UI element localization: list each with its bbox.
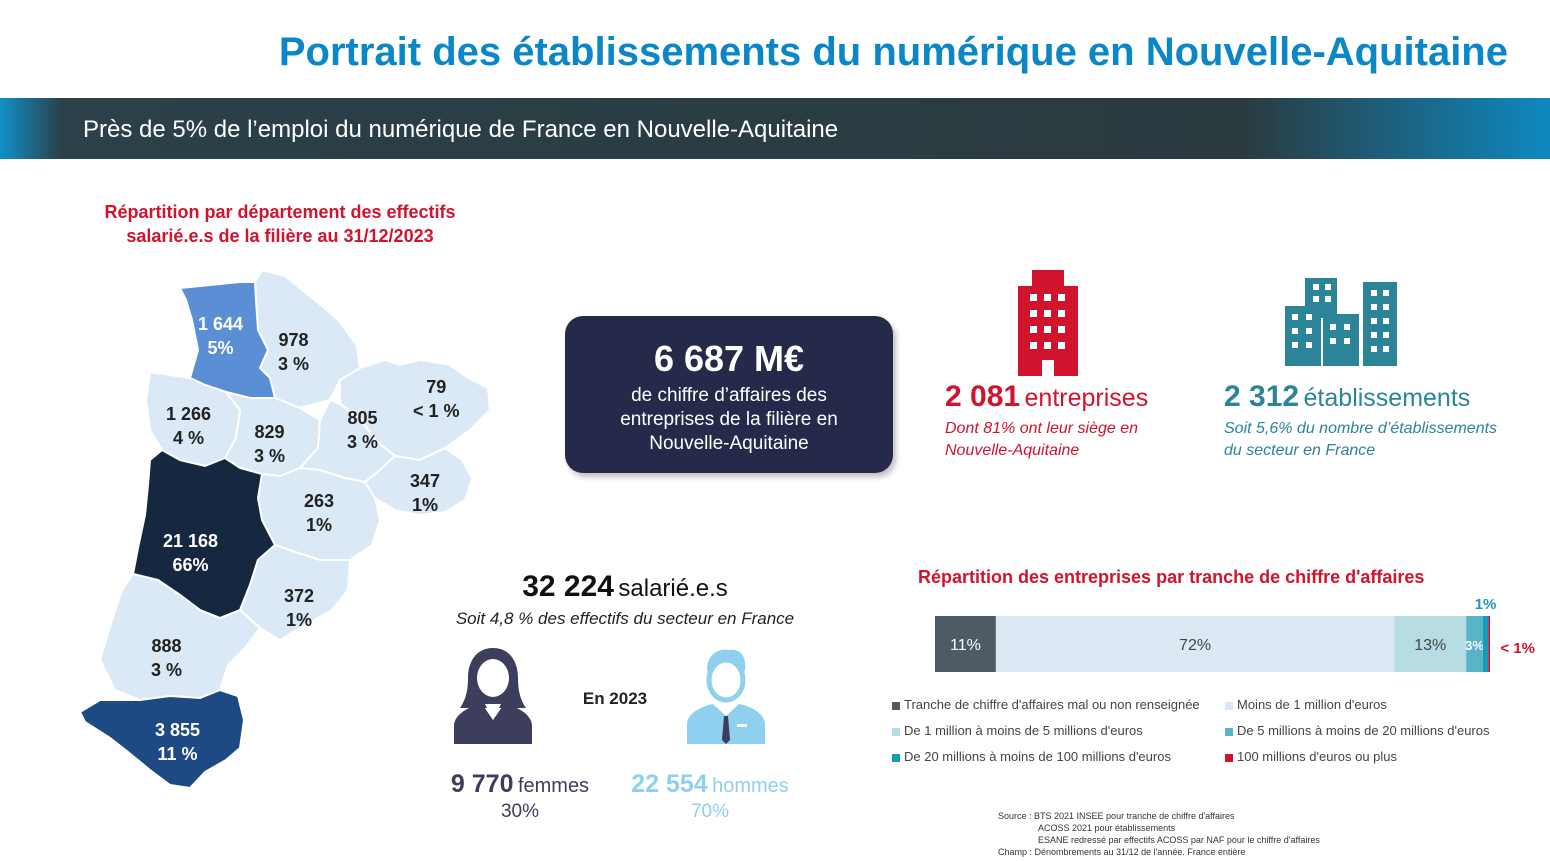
men-value: 22 554: [631, 770, 708, 798]
source-line1: Source : BTS 2021 INSEE pour tranche de …: [998, 811, 1235, 821]
bar-label-5: 1%: [1475, 596, 1497, 613]
bar-segment-6: [1488, 616, 1490, 672]
companies-unit: entreprises: [1024, 384, 1149, 412]
companies-sub-line1: Dont 81% ont leur siège en: [945, 420, 1139, 437]
revenue-value: 6 687 M€: [653, 338, 805, 379]
map-label-10: 372 1%: [284, 586, 315, 630]
legend-label-6: 100 millions d'euros ou plus: [1237, 749, 1398, 764]
source-note: Source : BTS 2021 INSEE pour tranche de …: [998, 810, 1320, 858]
legend-swatch-2: [1225, 701, 1233, 710]
source-line3: ESANE redressé par effectifs ACOSS par N…: [1038, 835, 1320, 845]
company-building-icon: [1018, 270, 1078, 376]
source-line4: Champ : Dénombrements au 31/12 de l'anné…: [998, 847, 1246, 857]
bar-segment-5: [1482, 616, 1489, 672]
employees-subtitle: Soit 4,8 % des effectifs du secteur en F…: [455, 609, 795, 628]
map-dept-64: [78, 688, 246, 790]
map-title-line1: Répartition par département des effectif…: [104, 202, 456, 222]
establishments-buildings-icon: [1285, 278, 1397, 366]
employees-headline: 32 224 salarié.e.s: [430, 570, 820, 604]
map-label-4: 1 266 4 %: [166, 404, 212, 448]
chart-title: Répartition des entreprises par tranche …: [918, 567, 1425, 587]
map-label-2: 978 3 %: [278, 330, 310, 374]
map-title-line2: salarié.e.s de la filière au 31/12/2023: [126, 226, 434, 246]
women-pct: 30%: [500, 801, 540, 822]
legend-label-2: Moins de 1 million d'euros: [1237, 697, 1387, 712]
bar-segment-4: [1466, 616, 1483, 672]
source-line2: ACOSS 2021 pour établissements: [1038, 823, 1176, 833]
bar-label-1: 11%: [950, 637, 981, 654]
establishments-unit: établissements: [1303, 384, 1471, 412]
legend-swatch-4: [1225, 727, 1233, 736]
page-subtitle: Près de 5% de l’emploi du numérique de F…: [83, 116, 839, 143]
legend-swatch-3: [892, 727, 900, 736]
bar-segment-3: [1394, 616, 1467, 672]
employees-value: 32 224: [522, 570, 614, 603]
page-title: Portrait des établissements du numérique…: [278, 30, 1508, 74]
women-unit: femmes: [517, 775, 590, 797]
legend-item-4: De 5 millions à moins de 20 millions d'e…: [1225, 723, 1489, 738]
women-stat: 9 770 femmes 30%: [420, 770, 620, 823]
bar-label-4: 3%: [1465, 638, 1484, 653]
legend-label-3: De 1 million à moins de 5 millions d'eur…: [904, 723, 1143, 738]
bar-segment-1: [935, 616, 996, 672]
map-label-7: 347 1%: [410, 471, 441, 515]
companies-sub-line2: Nouvelle-Aquitaine: [945, 442, 1080, 459]
bar-label-6: < 1%: [1500, 640, 1535, 657]
legend-swatch-6: [1225, 753, 1233, 762]
legend-swatch-5: [892, 753, 900, 762]
year-label: En 2023: [582, 689, 648, 708]
companies-stat: 2 081 entreprises Dont 81% ont leur sièg…: [945, 380, 1148, 462]
map-title: Répartition par département des effectif…: [60, 200, 500, 248]
men-pct: 70%: [690, 801, 730, 822]
map-label-9: 21 168 66%: [163, 531, 219, 575]
legend-label-4: De 5 millions à moins de 20 millions d'e…: [1237, 723, 1490, 738]
bar-label-2: 72%: [1179, 637, 1211, 654]
map-label-8: 263 1%: [304, 491, 335, 535]
map-label-3: 79 < 1 %: [413, 377, 460, 421]
establishments-stat: 2 312 établissements Soit 5,6% du nombre…: [1224, 380, 1497, 462]
revenue-box: 6 687 M€ de chiffre d’affaires des entre…: [565, 316, 893, 473]
map-label-12: 3 855 11 %: [155, 720, 201, 764]
bar-label-3: 13%: [1414, 637, 1446, 654]
legend-item-6: 100 millions d'euros ou plus: [1225, 749, 1397, 764]
man-icon: [687, 649, 765, 744]
legend-item-1: Tranche de chiffre d'affaires mal ou non…: [892, 697, 1200, 712]
woman-icon: [454, 648, 532, 744]
map-dept-47: [238, 543, 352, 642]
map-label-11: 888 3 %: [151, 636, 183, 680]
legend-swatch-1: [892, 701, 900, 710]
men-unit: hommes: [712, 775, 789, 797]
map-label-5: 829 3 %: [254, 422, 286, 466]
legend-label-5: De 20 millions à moins de 100 millions d…: [904, 749, 1171, 764]
establishments-sub-line1: Soit 5,6% du nombre d’établissements: [1224, 420, 1498, 437]
revenue-text: de chiffre d’affaires des entreprises de…: [620, 385, 838, 454]
women-value: 9 770: [450, 770, 514, 798]
map-label-1: 1 644 5%: [198, 314, 244, 358]
companies-value: 2 081: [945, 380, 1021, 413]
legend-label-1: Tranche de chiffre d'affaires mal ou non…: [904, 697, 1200, 712]
legend-item-3: De 1 million à moins de 5 millions d'eur…: [892, 723, 1143, 738]
legend-item-5: De 20 millions à moins de 100 millions d…: [892, 749, 1171, 764]
bar-segment-2: [995, 616, 1395, 672]
legend-item-2: Moins de 1 million d'euros: [1225, 697, 1387, 712]
men-stat: 22 554 hommes 70%: [610, 770, 810, 823]
map-label-6: 805 3 %: [347, 408, 379, 452]
subtitle-band: [0, 98, 1550, 159]
establishments-sub-line2: du secteur en France: [1224, 442, 1376, 459]
establishments-value: 2 312: [1224, 380, 1300, 413]
revenue-bracket-chart: 11% 72% 13% 3% 1% < 1%: [935, 596, 1535, 672]
map-dept-40: [98, 572, 262, 702]
employees-unit: salarié.e.s: [618, 575, 728, 602]
